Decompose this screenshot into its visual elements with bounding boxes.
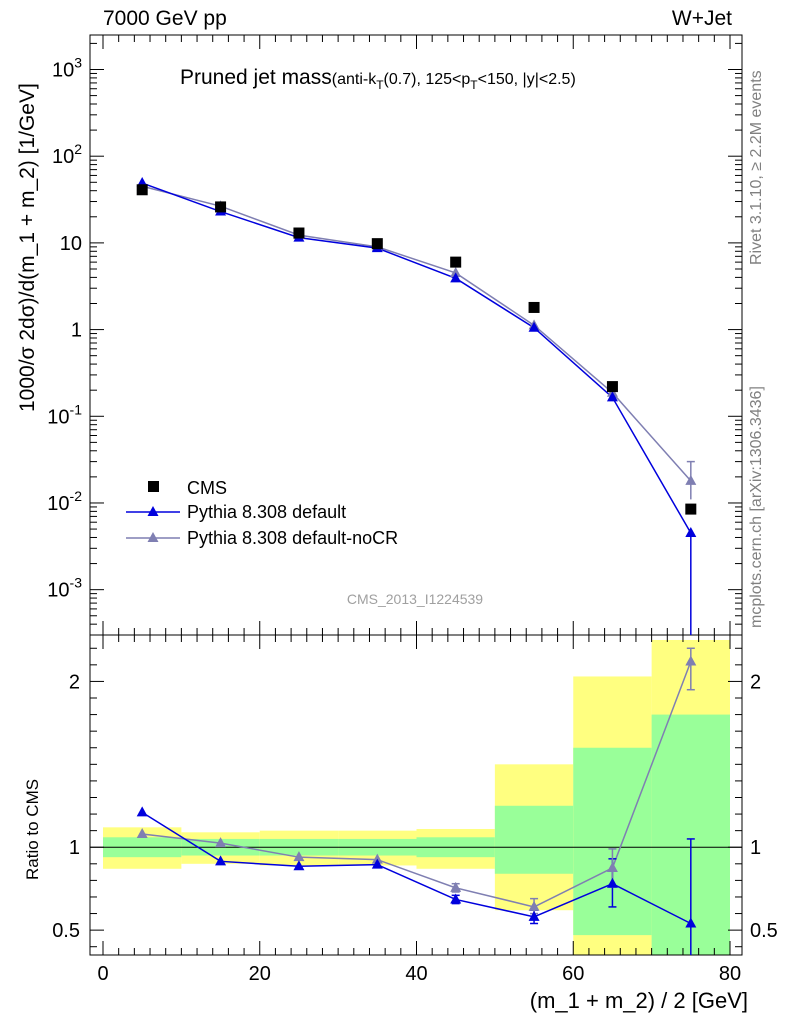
x-tick-label: 40 (405, 963, 427, 985)
main-y-tick-label: 102 (52, 141, 82, 168)
mcplots-label: mcplots.cern.ch [arXiv:1306.3436] (748, 386, 765, 628)
legend-default-label: Pythia 8.308 default (187, 502, 346, 522)
ratio-y-tick-label: 0.5 (52, 920, 80, 942)
legend-default-marker (147, 506, 159, 516)
ratio-nocr-marker (606, 861, 618, 872)
default-marker (450, 272, 462, 283)
analysis-id-label: CMS_2013_I1224539 (347, 591, 483, 607)
nocr-marker (685, 474, 697, 485)
ratio-default-marker (606, 877, 618, 888)
ratio-series-layer (136, 647, 697, 955)
ratio-nocr-marker (293, 851, 305, 862)
main-y-tick-label: 10 (60, 233, 82, 255)
ratio-y-tick-label: 2 (69, 671, 80, 693)
x-tick-label: 60 (562, 963, 584, 985)
ratio-y-tick-label-right: 2 (750, 671, 761, 693)
ratio-default-marker (371, 858, 383, 869)
x-tick-label: 0 (97, 963, 108, 985)
cms-marker (293, 227, 305, 239)
header-right-label: W+Jet (672, 7, 732, 30)
main-y-tick-label: 1 (71, 320, 82, 342)
legend-nocr-marker (147, 532, 159, 542)
cms-marker (685, 503, 697, 515)
default-marker (606, 391, 618, 402)
legend: CMS Pythia 8.308 default Pythia 8.308 de… (126, 478, 398, 548)
ratio-nocr-marker (450, 881, 462, 892)
main-y-tick-label: 10-3 (47, 575, 82, 602)
ratio-nocr-marker (528, 900, 540, 911)
header-left-label: 7000 GeV pp (103, 7, 227, 30)
main-y-tick-label: 10-1 (47, 401, 82, 428)
cms-marker (450, 256, 462, 268)
legend-cms-label: CMS (187, 478, 227, 498)
main-y-axis-title: 1000/σ 2dσ)/d(m_1 + m_2) [1/GeV] (16, 83, 39, 412)
x-tick-label: 20 (249, 963, 271, 985)
ratio-default-marker (450, 893, 462, 904)
main-y-tick-label: 10-2 (47, 488, 82, 515)
ratio-default-marker (215, 855, 227, 866)
ratio-default-marker (528, 910, 540, 921)
default-marker (528, 321, 540, 332)
cms-marker (528, 301, 540, 313)
cms-marker (606, 381, 618, 393)
main-series-layer (136, 177, 697, 635)
ratio-y-tick-label-right: 1 (750, 837, 761, 859)
ratio-default-marker (685, 917, 697, 928)
cms-marker (215, 201, 227, 213)
cms-marker (136, 184, 148, 196)
legend-nocr-label: Pythia 8.308 default-noCR (187, 528, 398, 548)
ratio-default-marker (136, 806, 148, 817)
ratio-nocr-marker (136, 827, 148, 838)
main-y-tick-label: 103 (52, 54, 82, 81)
ratio-nocr-line (142, 661, 692, 908)
x-tick-label: 80 (719, 963, 741, 985)
cms-marker (371, 238, 383, 250)
x-axis-title: (m_1 + m_2) / 2 [GeV] (530, 988, 748, 1013)
default-line (141, 182, 692, 534)
ratio-nocr-marker (685, 655, 697, 666)
nocr-line (142, 185, 692, 482)
main-axis-ticks: 10-3 10-2 10-1 1 10 102 103 (47, 35, 742, 636)
ratio-default-marker (293, 860, 305, 871)
ratio-panel-bands (90, 639, 742, 955)
ratio-default-line (141, 811, 692, 925)
ratio-band-inner (494, 805, 574, 874)
plot-title: Pruned jet mass(anti-kT(0.7), 125<pT<150… (180, 66, 576, 92)
legend-cms-marker (148, 481, 159, 492)
default-marker (685, 527, 697, 538)
ratio-y-tick-label: 1 (69, 837, 80, 859)
ratio-y-tick-label-right: 0.5 (750, 920, 778, 942)
ratio-y-axis-title: Ratio to CMS (23, 779, 42, 880)
nocr-marker (450, 266, 462, 277)
rivet-label: Rivet 3.1.10, ≥ 2.2M events (748, 70, 765, 265)
ratio-nocr-marker (215, 837, 227, 848)
ratio-axis-ticks: 0.5 0.51 12 20 20 40 60 80 (52, 635, 778, 985)
